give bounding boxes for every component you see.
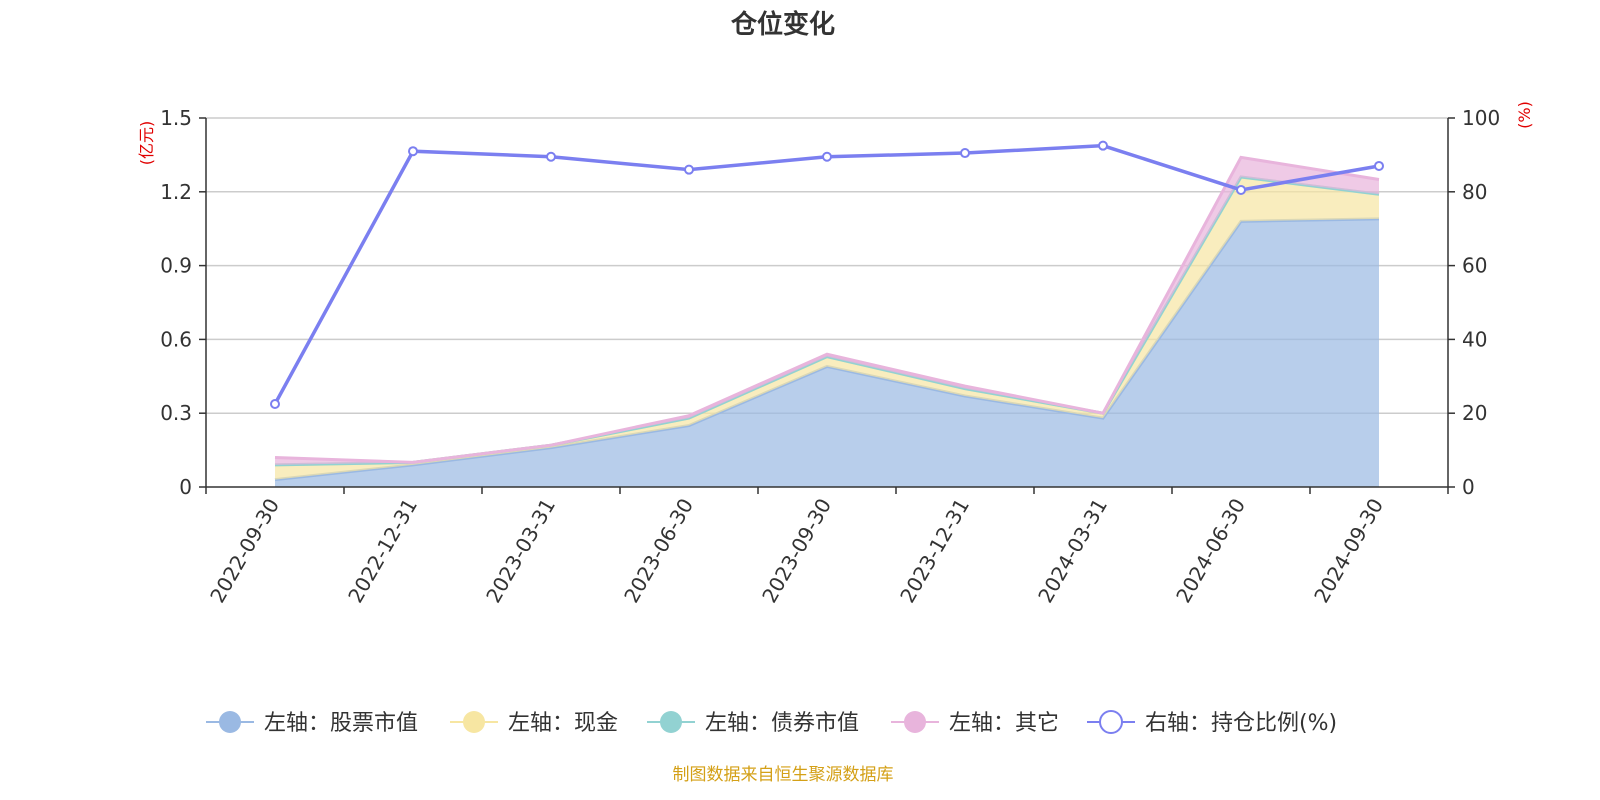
chart-title: 仓位变化 <box>730 9 835 40</box>
left-tick-label: 0.6 <box>160 327 192 351</box>
left-tick-label: 0.3 <box>160 401 192 425</box>
right-tick-label: 60 <box>1462 254 1487 278</box>
right-tick-label: 0 <box>1462 475 1475 499</box>
x-tick-label: 2023-12-31 <box>895 494 974 607</box>
holding-ratio-point <box>1098 140 1108 151</box>
right-axis-unit: (%) <box>1515 101 1534 129</box>
right-axis-ticks: 0 20 40 60 80 100 <box>1448 106 1500 499</box>
legend-label: 右轴：持仓比例(%) <box>1145 711 1337 736</box>
x-tick-label: 2024-06-30 <box>1171 494 1250 607</box>
holding-ratio-point <box>960 148 970 159</box>
x-tick-label: 2023-03-31 <box>481 494 560 607</box>
left-tick-label: 1.5 <box>160 106 192 130</box>
x-axis-ticks: 2022-09-30 2022-12-31 2023-03-31 2023-06-30… <box>205 487 1449 607</box>
area-series <box>274 155 1380 488</box>
x-tick-label: 2022-09-30 <box>205 494 284 607</box>
x-tick-label: 2024-09-30 <box>1309 494 1388 607</box>
right-tick-label: 80 <box>1462 180 1487 204</box>
area-0 <box>275 218 1379 488</box>
legend-marker-icon <box>219 711 241 733</box>
legend-item-1[interactable]: 左轴：现金 <box>450 711 618 736</box>
x-tick-label: 2022-12-31 <box>343 494 422 607</box>
holding-ratio-point <box>1236 184 1246 195</box>
holding-ratio-line <box>270 140 1384 409</box>
holding-ratio-point <box>1374 160 1384 171</box>
left-tick-label: 0 <box>179 475 192 499</box>
legend-label: 左轴：债券市值 <box>705 711 859 736</box>
left-tick-label: 1.2 <box>160 180 192 204</box>
holding-ratio-point <box>822 151 832 162</box>
legend-marker-icon <box>660 711 682 733</box>
right-tick-label: 20 <box>1462 401 1487 425</box>
area-1 <box>275 177 1379 480</box>
x-tick-label: 2024-03-31 <box>1033 494 1112 607</box>
legend-marker-icon <box>1099 710 1123 734</box>
data-source-note: 制图数据来自恒生聚源数据库 <box>673 765 894 785</box>
legend-marker-icon <box>904 711 926 733</box>
left-axis-unit: (亿元) <box>137 121 156 166</box>
holding-ratio-point <box>408 146 418 157</box>
area-edge-3 <box>274 155 1380 464</box>
x-tick-label: 2023-09-30 <box>757 494 836 607</box>
legend-item-4[interactable]: 右轴：持仓比例(%) <box>1087 710 1337 736</box>
legend-item-0[interactable]: 左轴：股票市值 <box>206 711 418 736</box>
legend-marker-icon <box>463 711 485 733</box>
right-tick-label: 40 <box>1462 327 1487 351</box>
legend-item-2[interactable]: 左轴：债券市值 <box>647 711 859 736</box>
x-tick-label: 2023-06-30 <box>619 494 698 607</box>
legend: 左轴：股票市值 左轴：现金 左轴：债券市值 左轴：其它 右轴：持仓比例(%) <box>206 710 1337 736</box>
holding-ratio-point <box>270 398 280 409</box>
right-tick-label: 100 <box>1462 106 1500 130</box>
left-axis-ticks: 0 0.3 0.6 0.9 1.2 1.5 <box>160 106 206 499</box>
legend-item-3[interactable]: 左轴：其它 <box>891 711 1059 736</box>
left-tick-label: 0.9 <box>160 254 192 278</box>
holding-ratio-point <box>684 164 694 175</box>
holding-ratio-point <box>546 151 556 162</box>
axes <box>205 118 1449 488</box>
legend-label: 左轴：其它 <box>949 711 1059 736</box>
legend-label: 左轴：现金 <box>508 711 618 736</box>
legend-label: 左轴：股票市值 <box>264 711 418 736</box>
